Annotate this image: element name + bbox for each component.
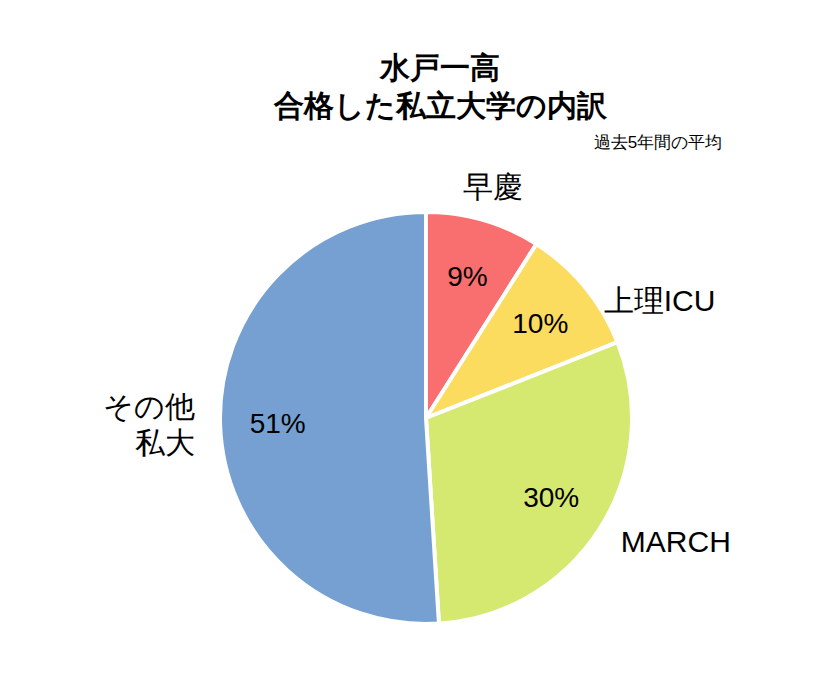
slice [426,342,632,623]
chart-svg: 水戸一高合格した私立大学の内訳過去5年間の平均 9% 早慶 10% 上理ICU 30% MA… [0,0,831,699]
title-line: 合格した私立大学の内訳 [273,89,608,122]
chart-container: 水戸一高合格した私立大学の内訳過去5年間の平均 9% 早慶 10% 上理ICU 30% MA… [0,0,831,699]
data-label: 30% [523,482,579,513]
category-label-line: 上理ICU [604,284,716,317]
category-label-line: 早慶 [463,170,523,203]
title: 水戸一高合格した私立大学の内訳 [273,51,608,122]
slice [220,212,439,624]
category-label: その他私大 [103,390,195,459]
title-line: 水戸一高 [379,51,500,84]
labels: 9% 早慶 10% 上理ICU 30% MARCH 51% その他私大 [103,170,730,558]
category-label: 早慶 [463,170,523,203]
category-label: 上理ICU [604,284,716,317]
category-label-line: 私大 [135,426,195,459]
data-label: 51% [250,408,306,439]
page: {"chart_data": {"type": "pie", "title": … [0,0,831,699]
subtitle: 過去5年間の平均 [594,133,722,152]
data-label: 10% [512,308,568,339]
slices [220,212,632,624]
category-label-line: その他 [103,390,195,423]
category-label-line: MARCH [621,525,731,558]
data-label: 9% [447,261,487,292]
category-label: MARCH [621,525,731,558]
